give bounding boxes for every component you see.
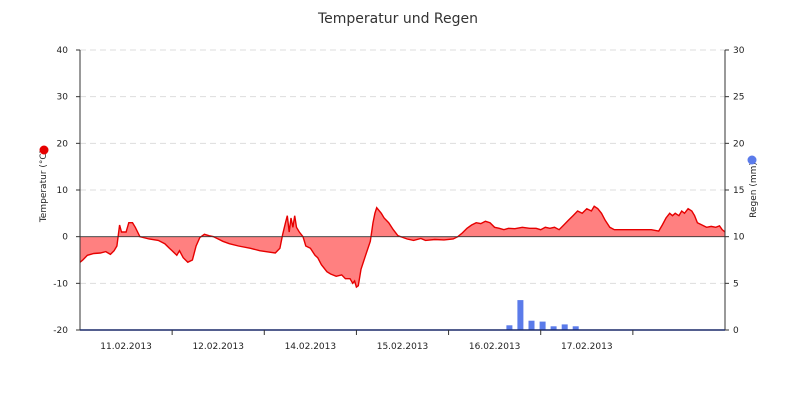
temperature-area (79, 205, 726, 289)
x-tick-label: 16.02.2013 (469, 342, 521, 352)
x-axis-ticks: 11.02.2013 12.02.2013 14.02.2013 15.02.2013… (100, 330, 634, 352)
rain-bars (506, 300, 579, 330)
x-tick-label: 12.02.2013 (192, 342, 244, 352)
left-axis-ticks: 40 30 20 10 0 -10 -20 (53, 46, 80, 336)
grid-lines (80, 49, 725, 284)
right-tick-label: 10 (733, 233, 745, 243)
x-tick-label: 17.02.2013 (561, 342, 613, 352)
temperature-fill (80, 206, 725, 288)
right-axis-ticks: 30 25 20 15 10 5 0 (725, 46, 745, 336)
temperature-line (79, 205, 726, 289)
rain-bar (572, 326, 579, 330)
rain-legend-dot (747, 155, 757, 165)
right-tick-label: 20 (733, 139, 745, 149)
right-tick-label: 5 (733, 279, 739, 289)
left-tick-label: 0 (62, 233, 68, 243)
rain-bar (528, 320, 535, 330)
left-axis-label: Temperatur (°C) (39, 150, 49, 223)
chart-title: Temperatur und Regen (317, 11, 478, 27)
left-tick-label: 10 (57, 186, 69, 196)
x-tick-label: 14.02.2013 (285, 342, 337, 352)
right-tick-label: 30 (733, 46, 745, 56)
temperature-legend-dot (39, 145, 49, 155)
left-tick-label: 40 (57, 46, 69, 56)
left-tick-label: -10 (53, 279, 68, 289)
rain-bar (561, 324, 568, 330)
rain-bar (517, 300, 524, 330)
left-tick-label: 30 (57, 93, 69, 103)
right-tick-label: 15 (733, 186, 744, 196)
right-tick-label: 0 (733, 326, 739, 336)
rain-bar (539, 321, 546, 330)
right-axis-label: Regen (mm) (749, 162, 759, 218)
left-tick-label: -20 (53, 326, 68, 336)
x-tick-label: 15.02.2013 (377, 342, 429, 352)
rain-bar (506, 325, 513, 330)
left-tick-label: 20 (57, 139, 69, 149)
x-tick-label: 11.02.2013 (100, 342, 152, 352)
rain-bar (550, 326, 557, 330)
right-tick-label: 25 (733, 93, 744, 103)
